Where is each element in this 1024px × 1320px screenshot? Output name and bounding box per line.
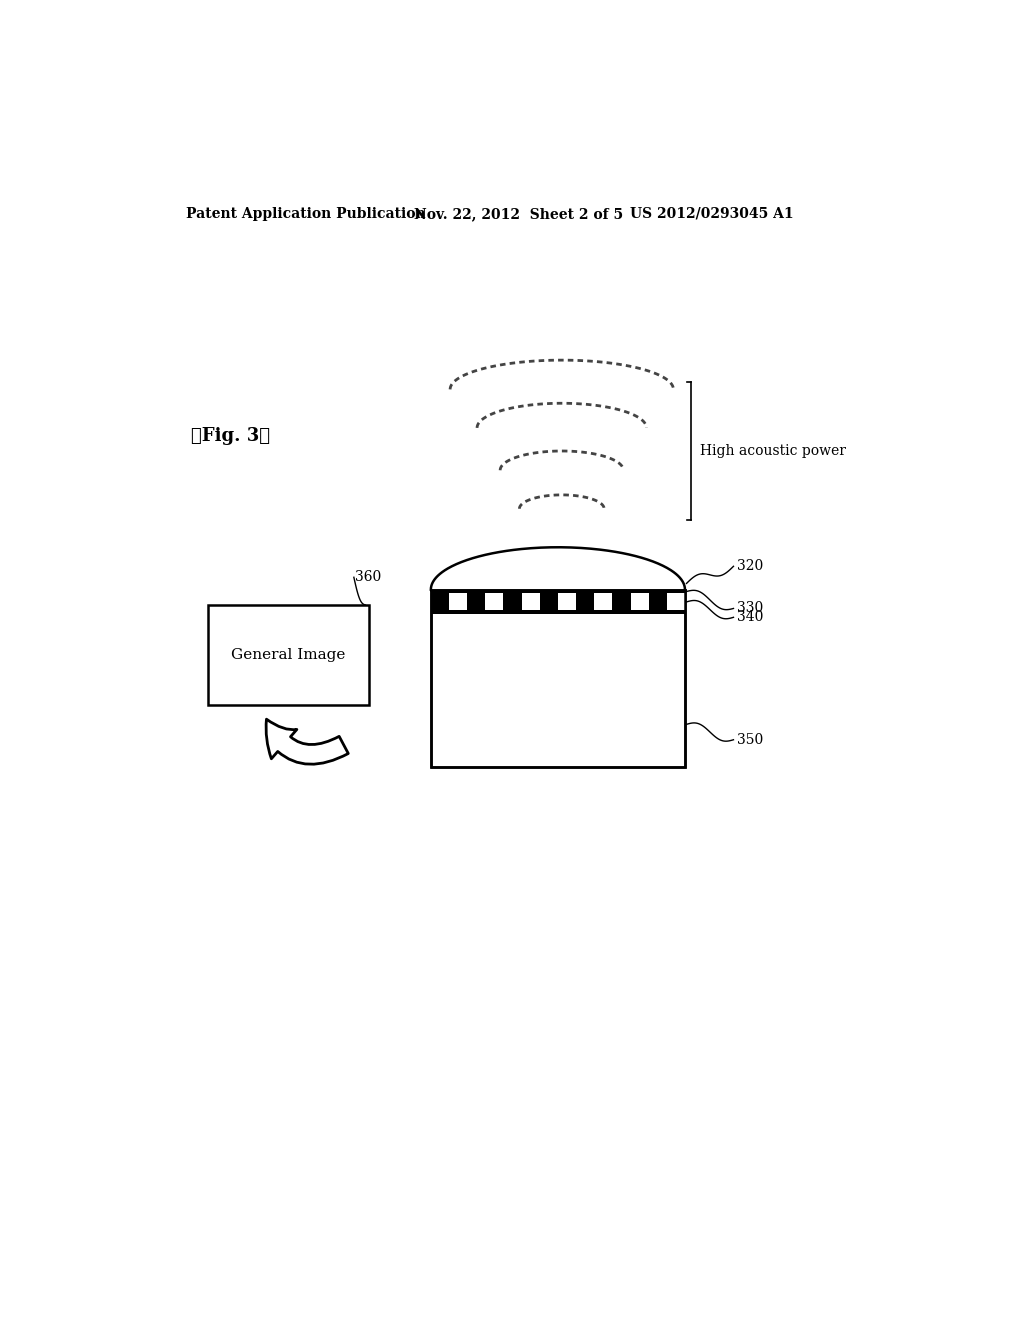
Text: Nov. 22, 2012  Sheet 2 of 5: Nov. 22, 2012 Sheet 2 of 5 [414,207,623,220]
Text: Patent Application Publication: Patent Application Publication [186,207,426,220]
Bar [667,594,685,610]
Text: 350: 350 [737,733,764,747]
Bar [431,590,685,767]
Text: 【Fig. 3】: 【Fig. 3】 [190,426,269,445]
Text: 360: 360 [355,570,382,585]
Bar [208,605,370,705]
Text: 320: 320 [737,560,764,573]
Text: General Image: General Image [231,648,345,663]
Bar [431,610,685,614]
Bar [521,594,540,610]
Bar [449,594,467,610]
Bar [431,590,685,594]
Bar [431,590,685,767]
Text: 330: 330 [737,602,764,615]
Text: 340: 340 [737,610,764,624]
Bar [631,594,648,610]
Text: US 2012/0293045 A1: US 2012/0293045 A1 [630,207,794,220]
Bar [431,594,685,610]
Polygon shape [431,548,685,590]
Bar [485,594,504,610]
FancyArrowPatch shape [266,719,348,764]
Bar [594,594,612,610]
Bar [558,594,577,610]
Text: High acoustic power: High acoustic power [700,444,847,458]
